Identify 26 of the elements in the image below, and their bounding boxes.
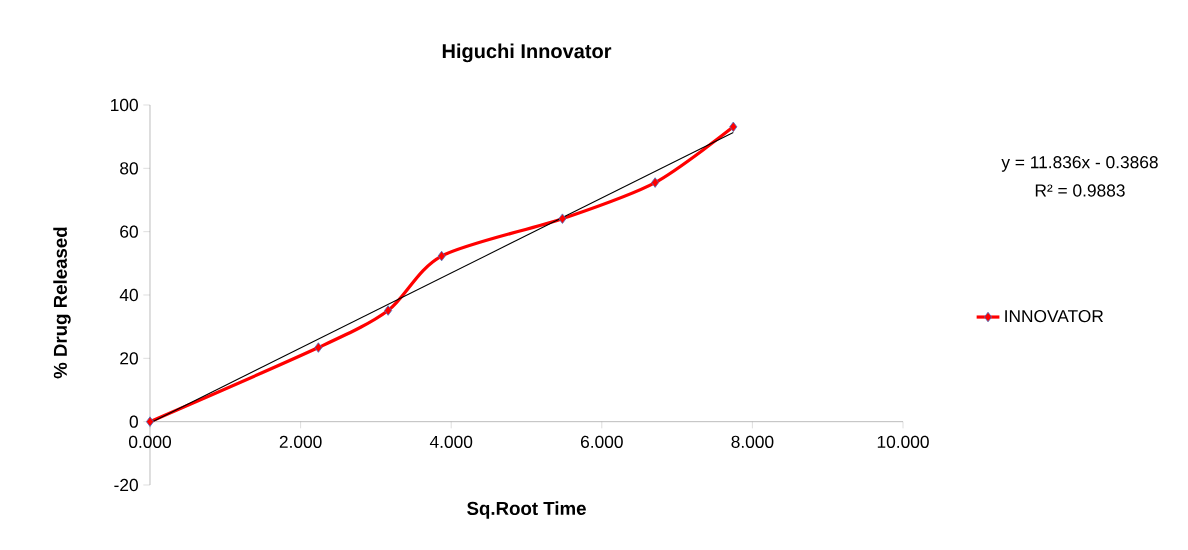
point <box>384 305 393 316</box>
y-tick-label: 0 <box>129 415 138 428</box>
chart-title: Higuchi Innovator <box>442 43 612 63</box>
point <box>651 177 660 188</box>
point <box>729 121 738 133</box>
y-tick-label: 80 <box>120 162 138 175</box>
y-tick-label: -20 <box>114 478 138 492</box>
x-axis-title: Sq.Root Time <box>467 501 586 519</box>
x-tick-label: 2.000 <box>279 435 322 448</box>
x-tick-label: 10.000 <box>877 435 929 448</box>
point <box>146 416 154 427</box>
x-tick-label: 6.000 <box>581 435 623 448</box>
point <box>437 250 446 262</box>
y-tick-label: 100 <box>111 98 138 112</box>
y-tick-label: 40 <box>119 288 138 302</box>
y-tick-label: 60 <box>120 225 138 238</box>
x-tick-label: 8.000 <box>731 435 774 448</box>
text: R² = 0.9883 <box>1035 184 1125 197</box>
point <box>314 342 323 353</box>
y-tick-label: 20 <box>120 352 138 365</box>
point <box>558 213 567 224</box>
y-axis-title: % Drug Released <box>53 227 71 379</box>
text: y = 11.836x - 0.3868 <box>1001 156 1158 172</box>
x-tick-label: 0.000 <box>128 435 172 448</box>
legend-label: INNOVATOR <box>1005 309 1104 323</box>
x-tick-label: 4.000 <box>429 435 473 448</box>
